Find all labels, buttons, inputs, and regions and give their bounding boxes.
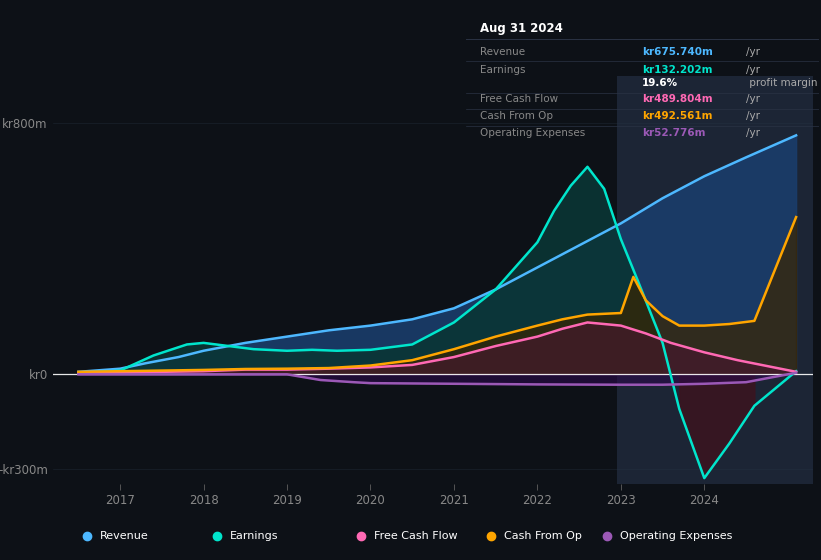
Text: Cash From Op: Cash From Op xyxy=(504,531,582,541)
Text: Free Cash Flow: Free Cash Flow xyxy=(374,531,458,541)
Text: Earnings: Earnings xyxy=(479,65,525,75)
Text: profit margin: profit margin xyxy=(746,78,818,88)
Text: /yr: /yr xyxy=(746,95,760,104)
Text: /yr: /yr xyxy=(746,65,760,75)
Text: 19.6%: 19.6% xyxy=(642,78,678,88)
Text: kr489.804m: kr489.804m xyxy=(642,95,713,104)
Text: Cash From Op: Cash From Op xyxy=(479,111,553,122)
Text: Revenue: Revenue xyxy=(479,46,525,57)
Text: /yr: /yr xyxy=(746,46,760,57)
Text: Aug 31 2024: Aug 31 2024 xyxy=(479,22,562,35)
Text: Revenue: Revenue xyxy=(100,531,149,541)
Text: kr52.776m: kr52.776m xyxy=(642,128,705,138)
Text: Operating Expenses: Operating Expenses xyxy=(479,128,585,138)
Text: /yr: /yr xyxy=(746,128,760,138)
Bar xyxy=(617,76,813,484)
Text: kr132.202m: kr132.202m xyxy=(642,65,713,75)
Text: /yr: /yr xyxy=(746,111,760,122)
Text: Free Cash Flow: Free Cash Flow xyxy=(479,95,557,104)
Text: Earnings: Earnings xyxy=(230,531,278,541)
Text: Operating Expenses: Operating Expenses xyxy=(620,531,732,541)
Text: kr492.561m: kr492.561m xyxy=(642,111,713,122)
Text: kr675.740m: kr675.740m xyxy=(642,46,713,57)
